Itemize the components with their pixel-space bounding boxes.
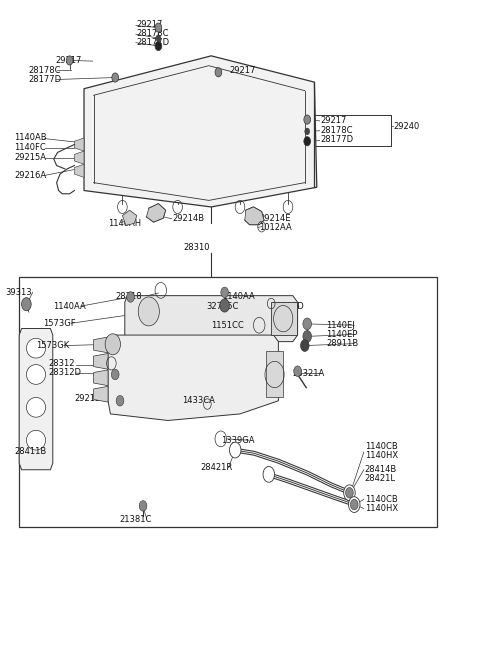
Text: 1140CB: 1140CB bbox=[365, 442, 397, 451]
Text: 28312: 28312 bbox=[48, 359, 74, 368]
Circle shape bbox=[155, 23, 162, 32]
Text: 21381C: 21381C bbox=[119, 514, 151, 524]
Circle shape bbox=[304, 115, 311, 124]
Ellipse shape bbox=[26, 430, 46, 450]
Text: 1573GF: 1573GF bbox=[43, 319, 76, 328]
Text: 28310: 28310 bbox=[184, 243, 210, 252]
Text: 29215A: 29215A bbox=[14, 153, 47, 162]
Polygon shape bbox=[19, 328, 53, 470]
Circle shape bbox=[221, 287, 228, 298]
Circle shape bbox=[112, 73, 119, 82]
Text: 29217: 29217 bbox=[321, 116, 347, 125]
Polygon shape bbox=[94, 353, 108, 369]
Text: 28312D: 28312D bbox=[48, 368, 81, 377]
Text: 29240: 29240 bbox=[394, 122, 420, 131]
Circle shape bbox=[229, 442, 241, 458]
Ellipse shape bbox=[26, 338, 46, 358]
Circle shape bbox=[303, 330, 312, 342]
Text: 29212: 29212 bbox=[74, 394, 101, 403]
Polygon shape bbox=[74, 164, 84, 177]
Text: 39313: 39313 bbox=[6, 288, 32, 297]
Bar bbox=[178, 97, 300, 168]
Polygon shape bbox=[94, 370, 108, 386]
Circle shape bbox=[305, 128, 310, 135]
Circle shape bbox=[105, 334, 120, 355]
Text: 1140FC: 1140FC bbox=[14, 143, 46, 152]
Text: 28321A: 28321A bbox=[293, 369, 325, 378]
Polygon shape bbox=[94, 337, 108, 353]
Text: 29216A: 29216A bbox=[14, 171, 47, 180]
Text: 29217: 29217 bbox=[229, 66, 256, 75]
Text: 28177D: 28177D bbox=[321, 135, 354, 145]
Text: 29212D: 29212D bbox=[271, 302, 304, 311]
Polygon shape bbox=[245, 207, 264, 225]
Polygon shape bbox=[84, 56, 317, 207]
Polygon shape bbox=[74, 138, 84, 151]
Text: 28318: 28318 bbox=[115, 292, 142, 302]
Text: 1339GA: 1339GA bbox=[221, 436, 254, 445]
Circle shape bbox=[220, 299, 229, 312]
Text: 1140CB: 1140CB bbox=[365, 495, 397, 504]
Text: 28178C: 28178C bbox=[321, 125, 353, 135]
Text: 1140HX: 1140HX bbox=[365, 451, 398, 461]
Circle shape bbox=[344, 485, 355, 501]
Polygon shape bbox=[108, 335, 278, 420]
Text: 28421R: 28421R bbox=[201, 463, 233, 472]
Circle shape bbox=[138, 297, 159, 326]
Circle shape bbox=[263, 466, 275, 482]
Polygon shape bbox=[122, 210, 137, 225]
Text: 28911B: 28911B bbox=[326, 339, 359, 348]
Polygon shape bbox=[146, 204, 166, 222]
Text: 1433CA: 1433CA bbox=[182, 396, 215, 405]
Text: 28414B: 28414B bbox=[365, 465, 397, 474]
Text: 28421L: 28421L bbox=[365, 474, 396, 484]
Circle shape bbox=[294, 366, 301, 376]
Circle shape bbox=[139, 501, 147, 511]
Circle shape bbox=[346, 487, 353, 498]
Circle shape bbox=[303, 318, 312, 330]
Text: 28178C: 28178C bbox=[137, 29, 169, 38]
Circle shape bbox=[350, 499, 358, 510]
Text: 1140AB: 1140AB bbox=[14, 133, 47, 143]
Text: 29214B: 29214B bbox=[173, 214, 205, 223]
Text: 1140EJ: 1140EJ bbox=[326, 321, 355, 330]
Text: 1573GK: 1573GK bbox=[36, 341, 69, 350]
Text: 28177D: 28177D bbox=[137, 37, 170, 47]
Text: 1140AA: 1140AA bbox=[53, 302, 85, 311]
Text: 32795C: 32795C bbox=[206, 302, 239, 311]
Circle shape bbox=[116, 396, 124, 406]
Text: 29214E: 29214E bbox=[259, 214, 291, 223]
Circle shape bbox=[127, 292, 134, 302]
Bar bbox=[96, 100, 168, 171]
Circle shape bbox=[348, 497, 360, 512]
Bar bbox=[19, 277, 437, 527]
Bar bbox=[266, 351, 283, 397]
Text: 1140AA: 1140AA bbox=[222, 292, 254, 302]
Text: 28177D: 28177D bbox=[29, 75, 62, 84]
Ellipse shape bbox=[26, 365, 46, 384]
Text: 28178C: 28178C bbox=[29, 66, 61, 75]
Polygon shape bbox=[271, 302, 297, 335]
Text: 29217: 29217 bbox=[137, 20, 163, 30]
Text: 1140AH: 1140AH bbox=[108, 219, 141, 228]
Circle shape bbox=[111, 369, 119, 380]
Text: 1012AA: 1012AA bbox=[259, 223, 292, 232]
Text: 1140EP: 1140EP bbox=[326, 330, 358, 339]
Text: 1140HX: 1140HX bbox=[365, 504, 398, 513]
Circle shape bbox=[300, 340, 309, 351]
Circle shape bbox=[156, 35, 161, 41]
Ellipse shape bbox=[26, 397, 46, 417]
Text: 28411B: 28411B bbox=[14, 447, 47, 456]
Polygon shape bbox=[74, 151, 84, 164]
Text: 29217: 29217 bbox=[55, 56, 82, 65]
Polygon shape bbox=[94, 386, 108, 402]
Circle shape bbox=[22, 298, 31, 311]
Circle shape bbox=[66, 56, 73, 65]
Circle shape bbox=[215, 68, 222, 77]
Polygon shape bbox=[125, 296, 298, 342]
Circle shape bbox=[304, 137, 311, 146]
Circle shape bbox=[155, 41, 162, 51]
Text: 1151CC: 1151CC bbox=[211, 321, 244, 330]
